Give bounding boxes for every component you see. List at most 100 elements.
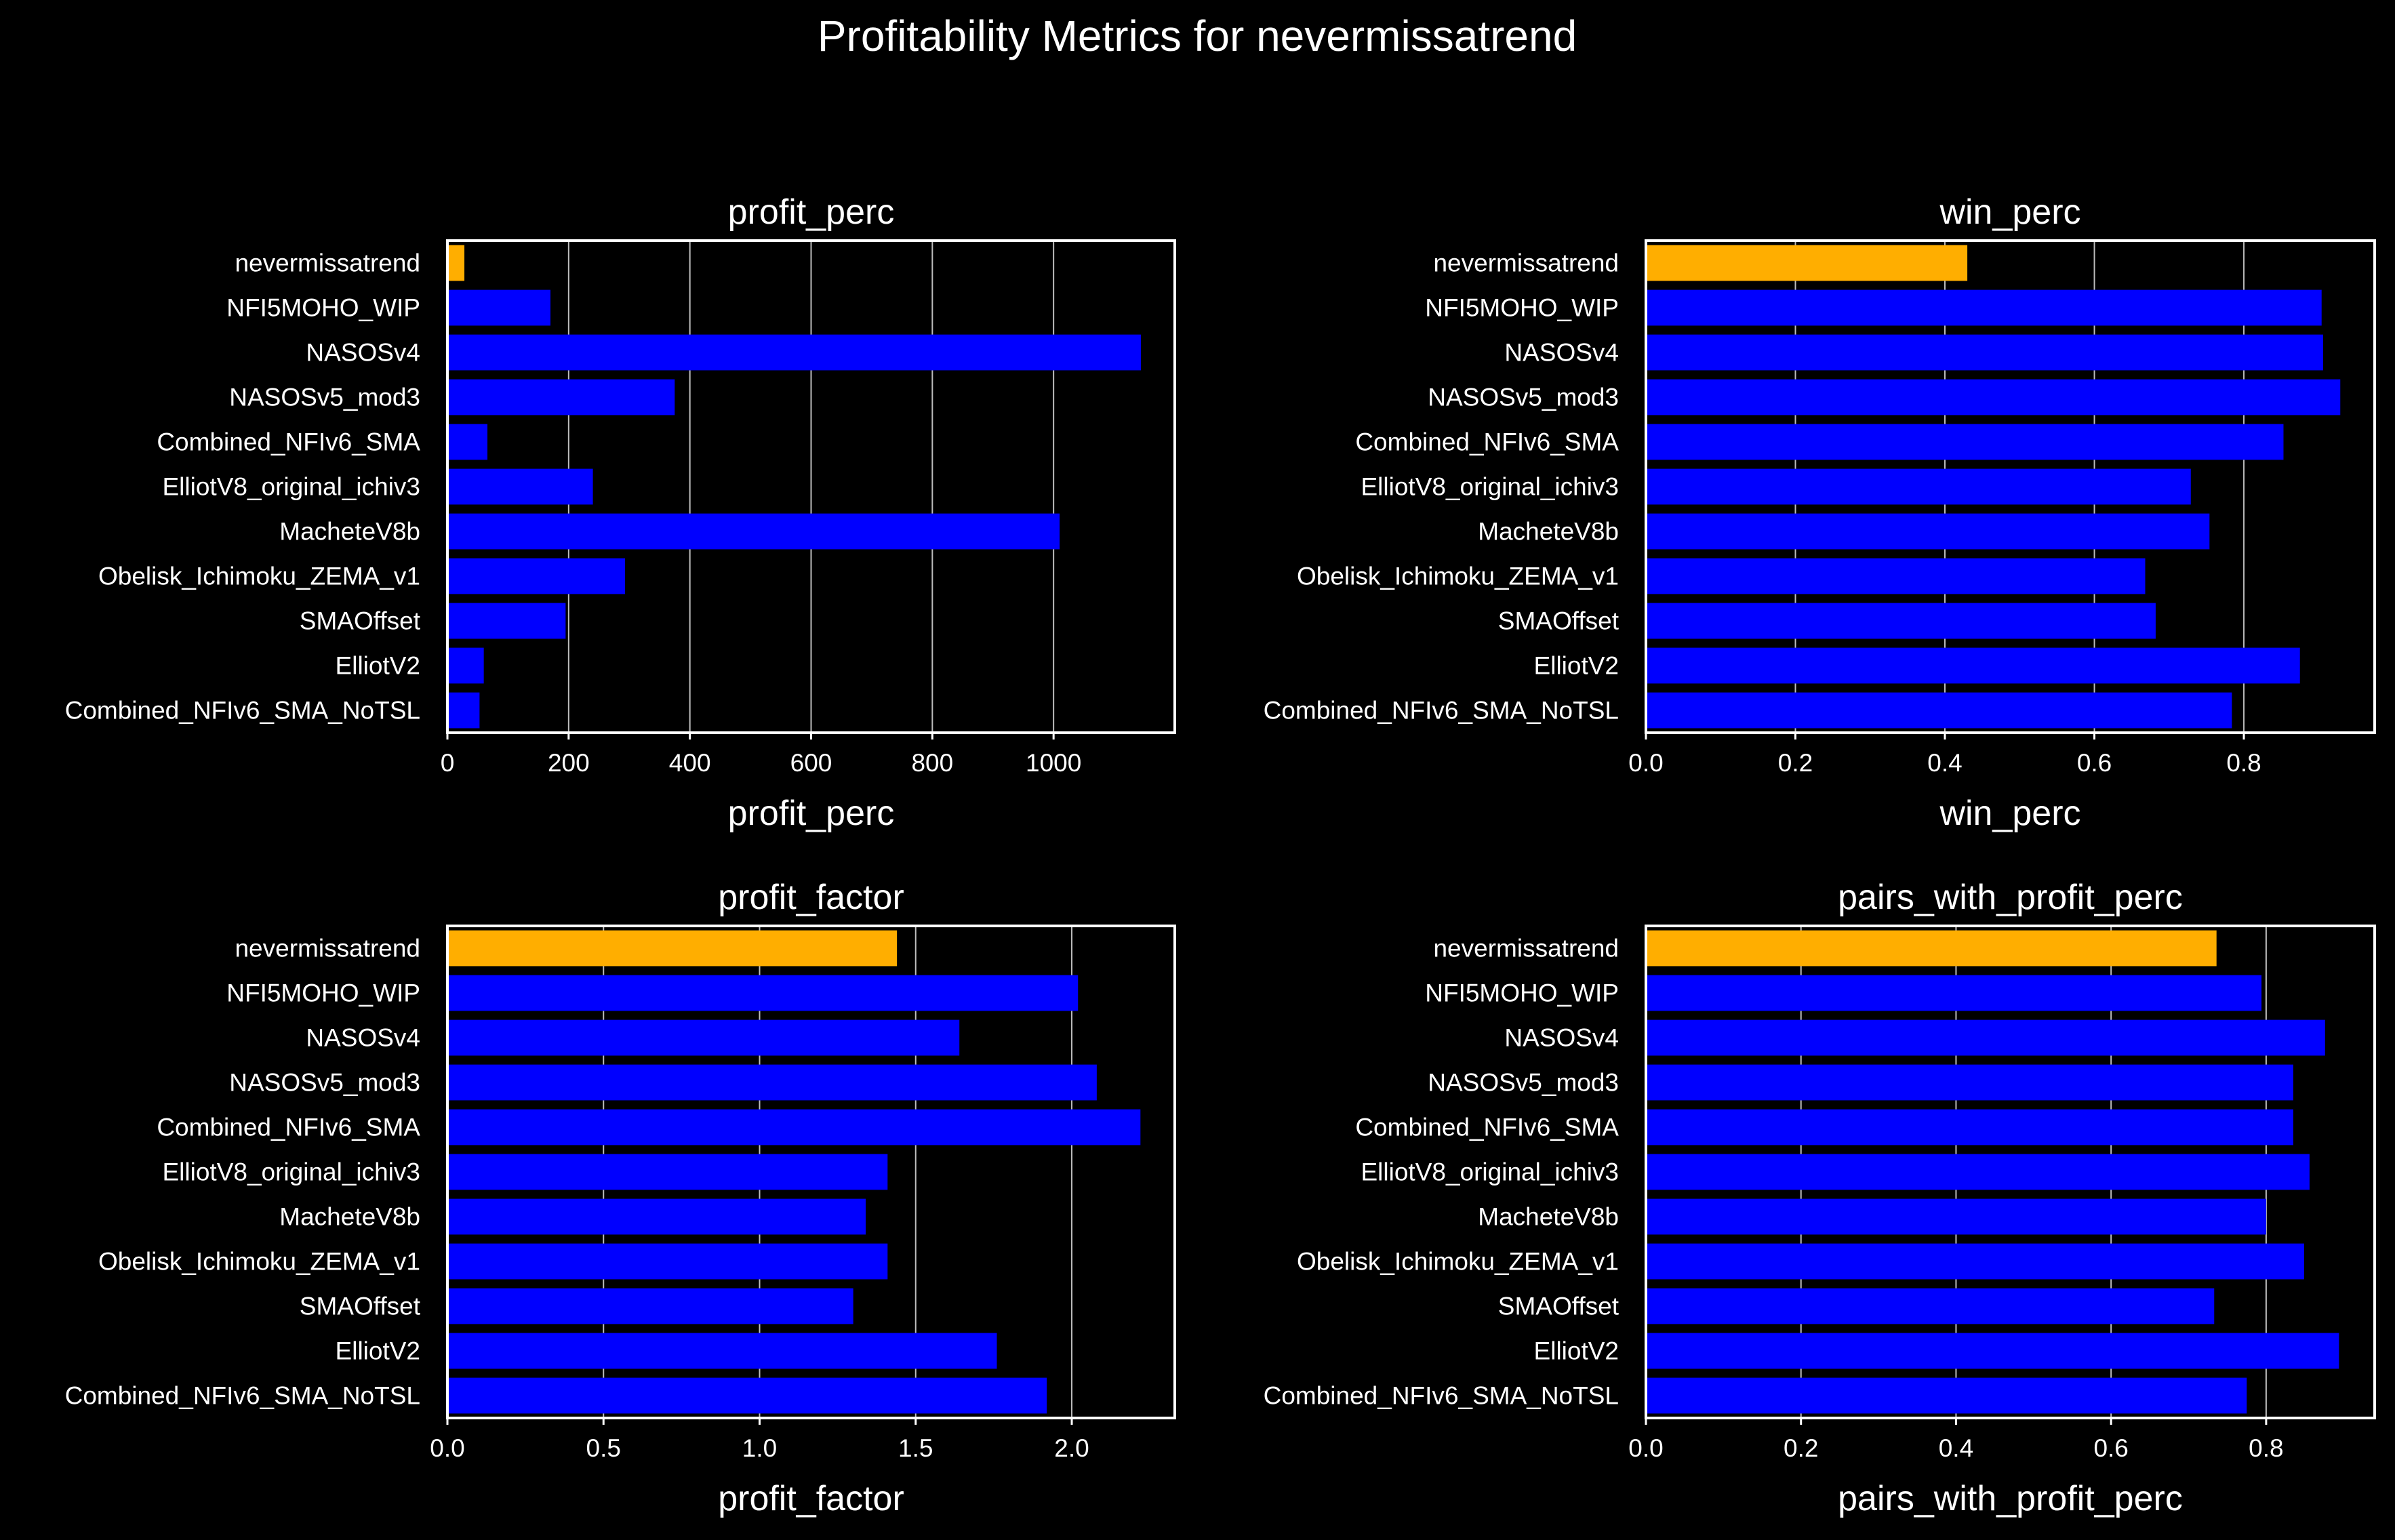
panel-pairs-with-profit-perc: nevermissatrend NFI5MOHO_WIP NASOSv4 NASOSv… bbox=[1264, 878, 2376, 1518]
x-tick-label: 0.5 bbox=[586, 1434, 621, 1462]
x-tick-label: 1.0 bbox=[742, 1434, 777, 1462]
bar-elliotv8-original-ichiv3 bbox=[447, 468, 593, 505]
bar-nfi5moho-wip bbox=[447, 289, 551, 326]
bar-nfi5moho-wip bbox=[1646, 975, 2262, 1011]
axes-frame bbox=[1645, 239, 2376, 734]
category-label-obelisk-ichimoku-zema-v1: Obelisk_Ichimoku_ZEMA_v1 bbox=[98, 1248, 420, 1276]
figure-title: Profitability Metrics for nevermissatren… bbox=[818, 12, 1577, 60]
bar-elliotv2 bbox=[1646, 647, 2300, 684]
category-label-combined-nfiv6-sma: Combined_NFIv6_SMA bbox=[1355, 1114, 1619, 1141]
panel-title: profit_factor bbox=[718, 878, 904, 917]
x-tick-label: 0 bbox=[441, 749, 455, 777]
category-label-nevermissatrend: nevermissatrend bbox=[1433, 249, 1619, 277]
x-tick-label: 2.0 bbox=[1054, 1434, 1089, 1462]
category-label-combined-nfiv6-sma-notsl: Combined_NFIv6_SMA_NoTSL bbox=[1264, 697, 1619, 725]
category-label-machetev8b: MacheteV8b bbox=[279, 1203, 420, 1231]
bar-elliotv2 bbox=[447, 1333, 997, 1369]
x-tick-label: 0.4 bbox=[1927, 749, 1962, 777]
category-label-elliotv2: ElliotV2 bbox=[336, 652, 420, 680]
category-label-elliotv8-original-ichiv3: ElliotV8_original_ichiv3 bbox=[163, 1158, 421, 1186]
x-axis-label: profit_factor bbox=[718, 1479, 904, 1518]
x-tick-label: 200 bbox=[548, 749, 590, 777]
axes-frame bbox=[1645, 925, 2376, 1419]
bar-nasosv5-mod3 bbox=[447, 1064, 1097, 1101]
bar-smaoffset bbox=[1646, 603, 2156, 639]
category-label-nasosv5-mod3: NASOSv5_mod3 bbox=[1428, 1069, 1619, 1097]
bar-nasosv5-mod3 bbox=[447, 379, 675, 416]
bar-obelisk-ichimoku-zema-v1 bbox=[1646, 558, 2146, 594]
bar-smaoffset bbox=[1646, 1288, 2215, 1324]
bar-elliotv8-original-ichiv3 bbox=[1646, 1154, 2310, 1190]
bar-obelisk-ichimoku-zema-v1 bbox=[447, 1243, 888, 1280]
bar-machetev8b bbox=[447, 513, 1060, 550]
bar-machetev8b bbox=[1646, 1198, 2266, 1235]
category-label-smaoffset: SMAOffset bbox=[1498, 607, 1619, 635]
category-label-combined-nfiv6-sma-notsl: Combined_NFIv6_SMA_NoTSL bbox=[1264, 1382, 1619, 1410]
panel-title: pairs_with_profit_perc bbox=[1838, 878, 2183, 917]
x-tick-label: 0.2 bbox=[1778, 749, 1813, 777]
category-label-combined-nfiv6-sma-notsl: Combined_NFIv6_SMA_NoTSL bbox=[65, 697, 420, 725]
category-label-smaoffset: SMAOffset bbox=[300, 1293, 421, 1320]
category-label-combined-nfiv6-sma: Combined_NFIv6_SMA bbox=[1355, 428, 1619, 456]
category-label-machetev8b: MacheteV8b bbox=[1478, 1203, 1619, 1231]
bar-machetev8b bbox=[1646, 513, 2210, 550]
category-label-nasosv4: NASOSv4 bbox=[1504, 1024, 1619, 1052]
bar-nfi5moho-wip bbox=[447, 975, 1079, 1011]
bar-smaoffset bbox=[447, 603, 566, 639]
category-label-obelisk-ichimoku-zema-v1: Obelisk_Ichimoku_ZEMA_v1 bbox=[1297, 563, 1619, 590]
bar-elliotv8-original-ichiv3 bbox=[1646, 468, 2191, 505]
category-label-combined-nfiv6-sma: Combined_NFIv6_SMA bbox=[157, 1114, 420, 1141]
bar-obelisk-ichimoku-zema-v1 bbox=[1646, 1243, 2304, 1280]
category-label-elliotv8-original-ichiv3: ElliotV8_original_ichiv3 bbox=[1361, 1158, 1619, 1186]
category-label-nfi5moho-wip: NFI5MOHO_WIP bbox=[226, 294, 420, 322]
bar-combined-nfiv6-sma bbox=[447, 1109, 1141, 1146]
bar-combined-nfiv6-sma bbox=[447, 424, 488, 460]
category-label-nevermissatrend: nevermissatrend bbox=[235, 249, 420, 277]
category-label-combined-nfiv6-sma: Combined_NFIv6_SMA bbox=[157, 428, 420, 456]
bar-nevermissatrend bbox=[1646, 245, 1968, 281]
bar-combined-nfiv6-sma bbox=[1646, 424, 2284, 460]
x-tick-label: 0.4 bbox=[1939, 1434, 1973, 1462]
category-label-nasosv4: NASOSv4 bbox=[1504, 339, 1619, 367]
x-tick-label: 0.6 bbox=[2077, 749, 2112, 777]
bar-nfi5moho-wip bbox=[1646, 289, 2322, 326]
bar-nasosv4 bbox=[1646, 1019, 2325, 1056]
category-label-nevermissatrend: nevermissatrend bbox=[235, 935, 420, 963]
x-tick-label: 0.6 bbox=[2093, 1434, 2128, 1462]
category-label-elliotv8-original-ichiv3: ElliotV8_original_ichiv3 bbox=[163, 473, 421, 501]
category-label-obelisk-ichimoku-zema-v1: Obelisk_Ichimoku_ZEMA_v1 bbox=[98, 563, 420, 590]
bar-elliotv8-original-ichiv3 bbox=[447, 1154, 888, 1190]
bar-nasosv5-mod3 bbox=[1646, 379, 2341, 416]
bar-combined-nfiv6-sma bbox=[1646, 1109, 2293, 1146]
bar-nevermissatrend bbox=[447, 245, 465, 281]
category-label-nasosv5-mod3: NASOSv5_mod3 bbox=[229, 1069, 420, 1097]
category-label-nasosv5-mod3: NASOSv5_mod3 bbox=[229, 384, 420, 411]
bar-nevermissatrend bbox=[447, 930, 898, 967]
category-label-nasosv4: NASOSv4 bbox=[306, 339, 420, 367]
bar-nasosv4 bbox=[447, 1019, 960, 1056]
x-tick-label: 0.0 bbox=[1628, 749, 1663, 777]
category-label-elliotv2: ElliotV2 bbox=[1534, 1337, 1619, 1365]
category-label-nevermissatrend: nevermissatrend bbox=[1433, 935, 1619, 963]
bar-nasosv4 bbox=[1646, 334, 2323, 371]
category-label-elliotv8-original-ichiv3: ElliotV8_original_ichiv3 bbox=[1361, 473, 1619, 501]
panel-title: profit_perc bbox=[728, 192, 895, 232]
bar-combined-nfiv6-sma-notsl bbox=[447, 1377, 1047, 1414]
category-label-obelisk-ichimoku-zema-v1: Obelisk_Ichimoku_ZEMA_v1 bbox=[1297, 1248, 1619, 1276]
panel-title: win_perc bbox=[1939, 192, 2080, 232]
bar-combined-nfiv6-sma-notsl bbox=[1646, 692, 2232, 729]
category-label-nasosv4: NASOSv4 bbox=[306, 1024, 420, 1052]
category-label-machetev8b: MacheteV8b bbox=[279, 518, 420, 546]
bar-elliotv2 bbox=[1646, 1333, 2339, 1369]
x-tick-label: 0.8 bbox=[2226, 749, 2261, 777]
category-label-nasosv5-mod3: NASOSv5_mod3 bbox=[1428, 384, 1619, 411]
bar-obelisk-ichimoku-zema-v1 bbox=[447, 558, 625, 594]
x-axis-label: win_perc bbox=[1939, 794, 2080, 833]
x-tick-label: 0.2 bbox=[1784, 1434, 1818, 1462]
x-tick-label: 0.0 bbox=[1628, 1434, 1663, 1462]
category-label-nfi5moho-wip: NFI5MOHO_WIP bbox=[226, 979, 420, 1007]
x-tick-label: 800 bbox=[911, 749, 953, 777]
panel-win-perc: nevermissatrend NFI5MOHO_WIP NASOSv4 NASOSv… bbox=[1264, 192, 2376, 833]
